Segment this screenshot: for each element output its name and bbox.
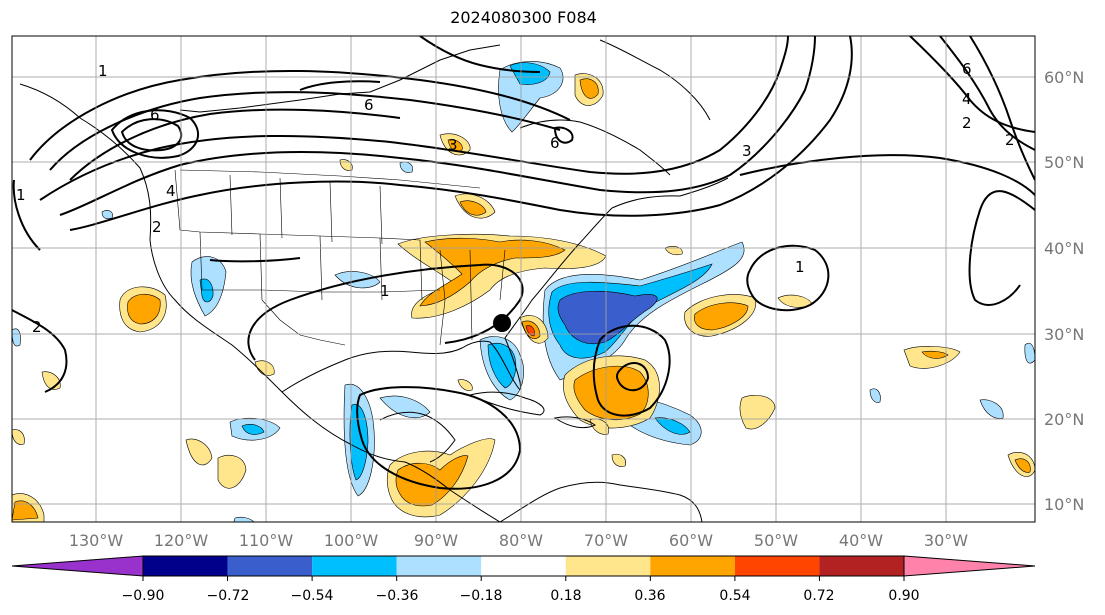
contour-label: 6 — [150, 106, 160, 124]
storm-center-marker — [493, 314, 511, 332]
colorbar-segment — [143, 556, 228, 576]
colorbar — [11, 555, 1036, 581]
colorbar-tick-label: −0.90 — [122, 588, 165, 604]
lon-label: 40°W — [839, 531, 883, 550]
contour-label: 6 — [364, 96, 374, 114]
colorbar-tick-label: −0.36 — [376, 588, 419, 604]
lon-label: 30°W — [924, 531, 968, 550]
colorbar-tick-labels: −0.90 −0.72 −0.54 −0.36 −0.18 0.18 0.36 … — [122, 588, 920, 604]
contour-label-group: 1 6 6 4 2 6 1 2 6 4 2 1 1 2 3 3 — [16, 60, 1015, 336]
colorbar-segment — [312, 556, 397, 576]
colorbar-frame — [142, 555, 905, 577]
lon-label: 110°W — [239, 531, 294, 550]
lon-label: 100°W — [324, 531, 379, 550]
contour-label: 3 — [448, 136, 458, 154]
colorbar-tick-label: 0.36 — [634, 588, 665, 604]
lon-label: 50°W — [754, 531, 798, 550]
contour-label: 2 — [1005, 131, 1015, 149]
contour-label: 1 — [16, 186, 26, 204]
colorbar-tick-label: −0.54 — [291, 588, 334, 604]
colorbar-segment — [481, 556, 566, 576]
lon-label: 60°W — [669, 531, 713, 550]
contour-label: 1 — [98, 62, 108, 80]
lat-label: 60°N — [1044, 68, 1084, 87]
contour-label: 3 — [742, 142, 752, 160]
colorbar-segment — [565, 556, 651, 576]
colorbar-tick-label: −0.18 — [460, 588, 503, 604]
colorbar-extend-high — [903, 555, 1036, 577]
contour-label: 6 — [962, 60, 972, 78]
colorbar-segment — [396, 556, 482, 576]
colorbar-extend-low — [11, 555, 144, 577]
colorbar-segment — [227, 556, 313, 576]
lat-label: 40°N — [1044, 239, 1084, 258]
map-title: 2024080300 F084 — [450, 8, 597, 27]
colorbar-segment — [819, 556, 904, 576]
lon-label: 90°W — [414, 531, 458, 550]
shaded-anomalies — [12, 61, 1035, 522]
lon-label: 80°W — [499, 531, 543, 550]
contour-label: 4 — [166, 182, 176, 200]
colorbar-tick-label: 0.54 — [719, 588, 750, 604]
graticule — [12, 36, 1035, 522]
colorbar-segment — [734, 556, 820, 576]
coastlines — [19, 39, 729, 522]
lon-label: 120°W — [154, 531, 209, 550]
map-plot: 1 6 6 4 2 6 1 2 6 4 2 1 1 2 3 3 — [12, 36, 1035, 522]
lat-label: 30°N — [1044, 325, 1084, 344]
contour-label: 2 — [962, 114, 972, 132]
colorbar-segment — [650, 556, 735, 576]
latitude-labels: 60°N 50°N 40°N 30°N 20°N 10°N — [1044, 68, 1084, 514]
lat-label: 10°N — [1044, 495, 1084, 514]
lon-label: 130°W — [69, 531, 124, 550]
map-frame — [11, 35, 1036, 523]
colorbar-tick-label: −0.72 — [207, 588, 250, 604]
longitude-labels: 130°W 120°W 110°W 100°W 90°W 80°W 70°W 6… — [69, 531, 968, 550]
colorbar-tick-label: 0.90 — [888, 588, 919, 604]
contour-label: 1 — [795, 258, 805, 276]
contour-label: 2 — [152, 218, 162, 236]
contour-label: 4 — [962, 90, 972, 108]
lon-label: 70°W — [584, 531, 628, 550]
colorbar-tick-label: 0.72 — [803, 588, 834, 604]
contour-label: 1 — [380, 282, 390, 300]
colorbar-tick-label: 0.18 — [550, 588, 581, 604]
lat-label: 20°N — [1044, 410, 1084, 429]
lat-label: 50°N — [1044, 153, 1084, 172]
contour-label: 6 — [550, 134, 560, 152]
contour-label: 2 — [32, 318, 42, 336]
